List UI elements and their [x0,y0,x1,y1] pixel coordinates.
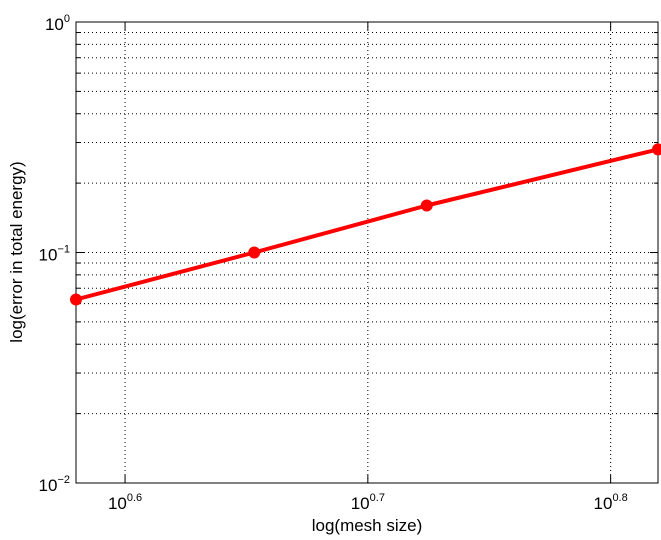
tick-labels: 100.6 100.7 100.8 10−2 10−1 100 [39,13,628,513]
x-tick-label: 100.8 [594,492,628,513]
grid-lines [76,22,658,483]
y-tick-label: 100 [45,13,70,34]
x-tick-label: 100.6 [108,492,142,513]
y-tick-label: 10−1 [39,244,70,265]
tick-marks [76,22,658,483]
x-tick-label: 100.7 [351,492,385,513]
series-line [75,147,659,302]
y-tick-label: 10−2 [39,474,70,495]
x-axis-label: log(mesh size) [312,516,423,535]
plot-area-frame [75,21,659,484]
data-point [652,143,661,156]
data-point [420,199,433,212]
y-axis-label: log(error in total energy) [7,161,26,342]
data-point [70,293,82,306]
data-point [248,246,261,259]
series-group [70,143,661,306]
